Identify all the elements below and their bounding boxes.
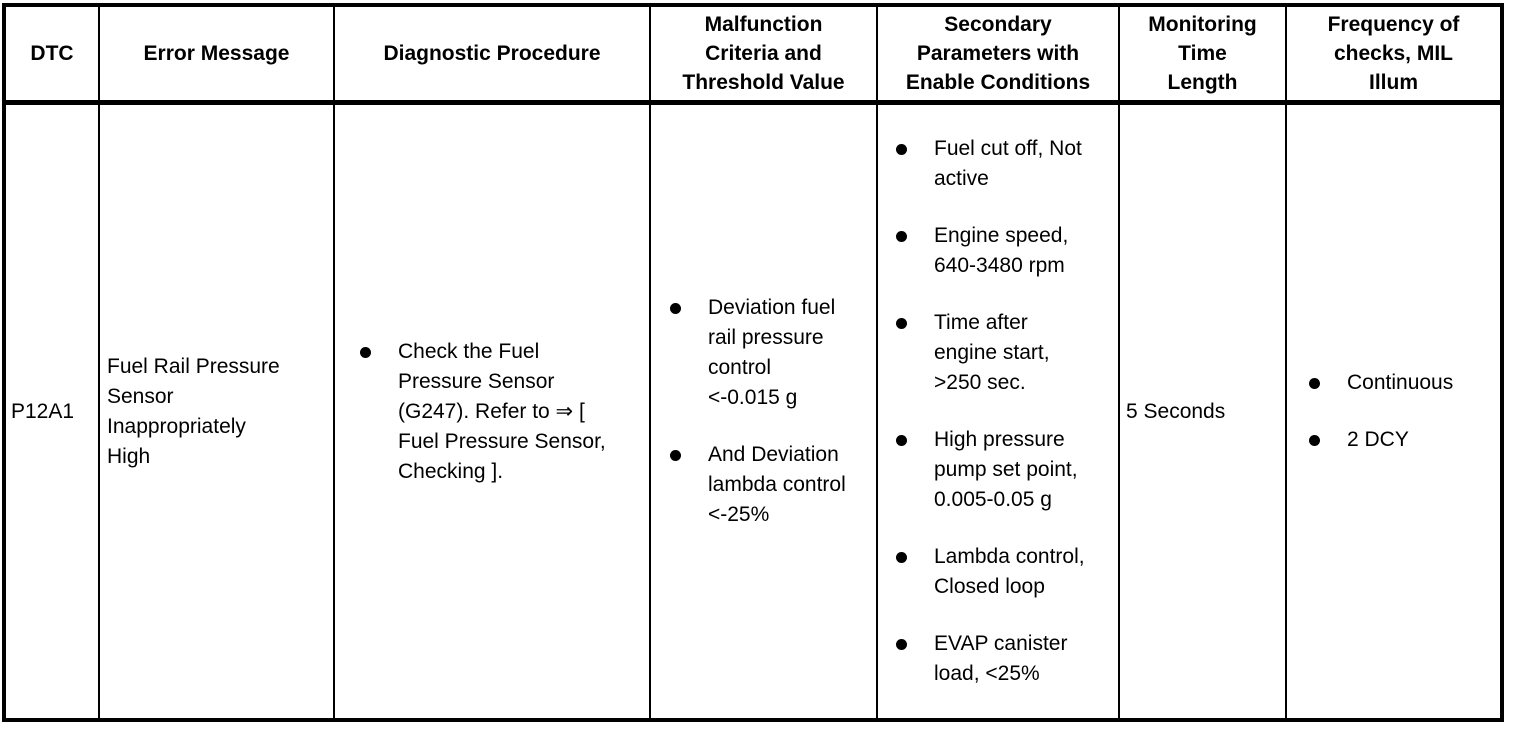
frequency-list: Continuous 2 DCY [1309,368,1496,455]
error-message-text: Fuel Rail Pressure Sensor Inappropriatel… [107,354,280,468]
column-header-error-message: Error Message [100,7,335,100]
list-item-text: Check the Fuel Pressure Sensor (G247). R… [398,339,606,483]
list-item-text: Deviation fuel rail pressure control <-0… [708,296,836,409]
bullet-icon [896,639,907,650]
list-item-text: Engine speed, 640-3480 rpm [934,224,1069,277]
list-item-text: Time after engine start, >250 sec. [934,311,1050,394]
diagnostic-procedure-list: Check the Fuel Pressure Sensor (G247). R… [360,337,643,487]
cell-secondary-parameters: Fuel cut off, Not active Engine speed, 6… [878,105,1120,718]
column-header-dtc: DTC [6,7,100,100]
list-item: Lambda control, Closed loop [896,542,1116,602]
bullet-icon [896,318,907,329]
list-item-text: EVAP canister load, <25% [934,632,1068,685]
column-header-monitoring-time: Monitoring Time Length [1120,7,1287,100]
column-header-malfunction-criteria: Malfunction Criteria and Threshold Value [651,7,878,100]
dtc-code: P12A1 [11,399,75,423]
list-item: And Deviation lambda control <-25% [670,440,872,530]
list-item: Deviation fuel rail pressure control <-0… [670,293,872,413]
bullet-icon [670,450,681,461]
bullet-icon [670,303,681,314]
column-header-secondary-parameters: Secondary Parameters with Enable Conditi… [878,7,1120,100]
list-item: 2 DCY [1309,425,1496,455]
list-item: Time after engine start, >250 sec. [896,308,1116,398]
bullet-icon [360,346,371,358]
list-item-text: 2 DCY [1347,428,1409,451]
bullet-icon [896,231,907,242]
malfunction-criteria-list: Deviation fuel rail pressure control <-0… [670,293,872,530]
list-item: Fuel cut off, Not active [896,134,1116,194]
bullet-icon [896,435,907,446]
list-item: Continuous [1309,368,1496,398]
list-item: Engine speed, 640-3480 rpm [896,221,1116,281]
list-item: Check the Fuel Pressure Sensor (G247). R… [360,337,643,487]
cell-diagnostic-procedure: Check the Fuel Pressure Sensor (G247). R… [335,105,651,718]
cell-monitoring-time: 5 Seconds [1120,105,1287,718]
column-header-diagnostic-procedure: Diagnostic Procedure [335,7,651,100]
bullet-icon [1309,435,1320,446]
cell-malfunction-criteria: Deviation fuel rail pressure control <-0… [651,105,878,718]
list-item: EVAP canister load, <25% [896,629,1116,689]
bullet-icon [896,144,907,155]
list-item-text: High pressure pump set point, 0.005-0.05… [934,428,1078,511]
cell-frequency: Continuous 2 DCY [1287,105,1500,718]
list-item-text: Fuel cut off, Not active [934,137,1082,190]
cell-dtc: P12A1 [6,105,100,718]
bullet-icon [896,552,907,563]
table-row: P12A1 Fuel Rail Pressure Sensor Inapprop… [6,105,1500,718]
monitoring-time-text: 5 Seconds [1126,399,1226,423]
list-item-text: Lambda control, Closed loop [934,545,1085,598]
cell-error-message: Fuel Rail Pressure Sensor Inappropriatel… [100,105,335,718]
list-item: High pressure pump set point, 0.005-0.05… [896,425,1116,515]
list-item-text: And Deviation lambda control <-25% [708,443,846,526]
list-item-text: Continuous [1347,371,1454,394]
table-header-row: DTC Error Message Diagnostic Procedure M… [6,7,1500,105]
bullet-icon [1309,378,1320,389]
dtc-diagnostic-table: DTC Error Message Diagnostic Procedure M… [2,3,1504,722]
secondary-parameters-list: Fuel cut off, Not active Engine speed, 6… [896,134,1116,689]
column-header-frequency: Frequency of checks, MIL Illum [1327,13,1460,94]
